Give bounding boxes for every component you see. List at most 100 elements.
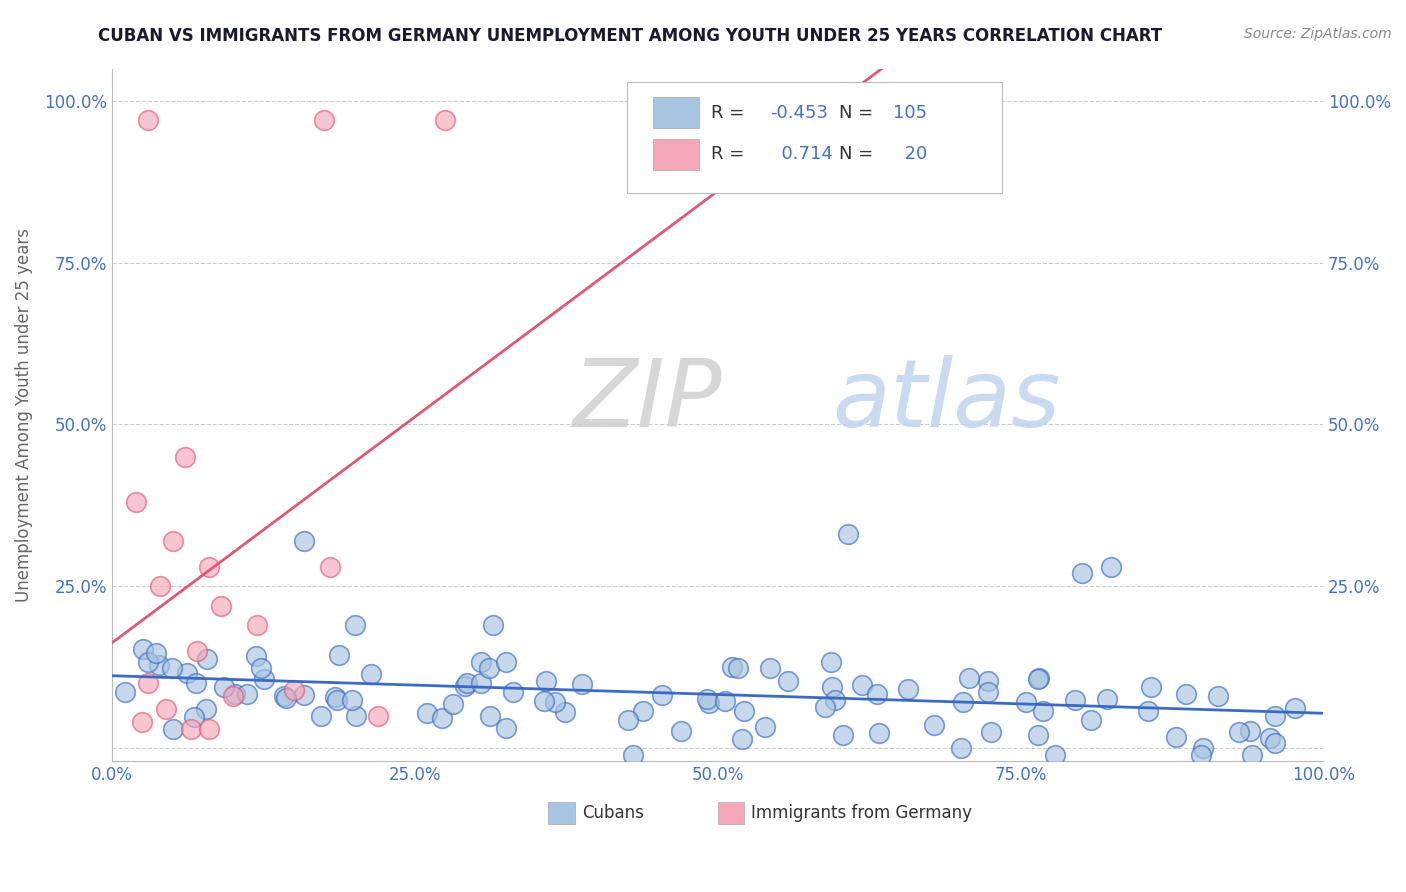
Point <box>617 713 640 727</box>
Text: atlas: atlas <box>832 355 1062 446</box>
Text: Immigrants from Germany: Immigrants from Germany <box>751 804 973 822</box>
Text: Cubans: Cubans <box>582 804 644 822</box>
Point <box>720 660 742 674</box>
Point <box>482 617 505 632</box>
Point <box>184 676 207 690</box>
Text: 105: 105 <box>893 103 928 122</box>
Text: Source: ZipAtlas.com: Source: ZipAtlas.com <box>1244 27 1392 41</box>
Point <box>198 722 221 736</box>
Point <box>430 710 453 724</box>
Point <box>125 495 148 509</box>
Point <box>1264 736 1286 750</box>
Text: -0.453: -0.453 <box>769 103 828 122</box>
Point <box>1174 687 1197 701</box>
Point <box>977 685 1000 699</box>
Point <box>441 698 464 712</box>
Point <box>434 113 457 128</box>
Point <box>696 691 718 706</box>
Point <box>952 696 974 710</box>
Point <box>162 722 184 736</box>
Point <box>824 693 846 707</box>
Point <box>344 708 367 723</box>
Point <box>534 674 557 689</box>
Point <box>1099 559 1122 574</box>
Point <box>209 599 232 613</box>
Point <box>1166 730 1188 744</box>
Bar <box>717 802 744 824</box>
Point <box>495 721 517 735</box>
Point <box>249 661 271 675</box>
Bar <box>548 802 575 824</box>
Point <box>311 708 333 723</box>
Point <box>312 113 335 128</box>
Point <box>245 649 267 664</box>
Point <box>1032 704 1054 718</box>
Text: R =: R = <box>711 145 751 163</box>
Point <box>1014 695 1036 709</box>
Point <box>145 647 167 661</box>
Point <box>621 747 644 762</box>
Point <box>176 665 198 680</box>
Point <box>326 693 349 707</box>
Point <box>186 644 208 658</box>
Point <box>897 681 920 696</box>
Point <box>1028 671 1050 685</box>
Point <box>571 677 593 691</box>
Point <box>1064 693 1087 707</box>
Point <box>162 533 184 548</box>
Point <box>136 113 159 128</box>
Point <box>1095 692 1118 706</box>
Point <box>950 740 973 755</box>
Point <box>340 693 363 707</box>
Point <box>195 702 218 716</box>
Bar <box>654 139 699 170</box>
Point <box>1206 689 1229 703</box>
Point <box>273 690 295 704</box>
Point <box>360 667 382 681</box>
Bar <box>654 97 699 128</box>
Point <box>344 618 367 632</box>
Point <box>149 579 172 593</box>
Point <box>183 710 205 724</box>
Point <box>957 671 980 685</box>
Point <box>821 680 844 694</box>
Point <box>1043 747 1066 762</box>
Point <box>198 559 221 574</box>
Text: N =: N = <box>838 145 879 163</box>
Point <box>754 720 776 734</box>
Y-axis label: Unemployment Among Youth under 25 years: Unemployment Among Youth under 25 years <box>15 227 32 602</box>
Point <box>776 673 799 688</box>
Point <box>1284 700 1306 714</box>
Point <box>1140 680 1163 694</box>
Point <box>478 709 501 723</box>
Point <box>246 618 269 632</box>
Point <box>470 675 492 690</box>
Point <box>671 723 693 738</box>
Point <box>533 694 555 708</box>
Point <box>924 717 946 731</box>
Point <box>454 679 477 693</box>
Text: CUBAN VS IMMIGRANTS FROM GERMANY UNEMPLOYMENT AMONG YOUTH UNDER 25 YEARS CORRELA: CUBAN VS IMMIGRANTS FROM GERMANY UNEMPLO… <box>98 27 1163 45</box>
Point <box>180 722 202 736</box>
Point <box>478 661 501 675</box>
Point <box>544 695 567 709</box>
Point <box>1239 724 1261 739</box>
Text: 0.714: 0.714 <box>769 145 832 163</box>
Point <box>276 691 298 706</box>
Point <box>155 702 177 716</box>
Point <box>631 704 654 718</box>
Point <box>323 690 346 705</box>
Point <box>1026 673 1049 687</box>
Point <box>733 704 755 718</box>
Point <box>173 450 195 464</box>
Point <box>131 715 153 730</box>
Point <box>136 676 159 690</box>
Point <box>222 690 245 704</box>
Point <box>416 706 439 721</box>
Point <box>1026 729 1049 743</box>
Point <box>1264 709 1286 723</box>
Point <box>820 655 842 669</box>
Text: R =: R = <box>711 103 751 122</box>
Point <box>131 641 153 656</box>
Point <box>319 559 342 574</box>
